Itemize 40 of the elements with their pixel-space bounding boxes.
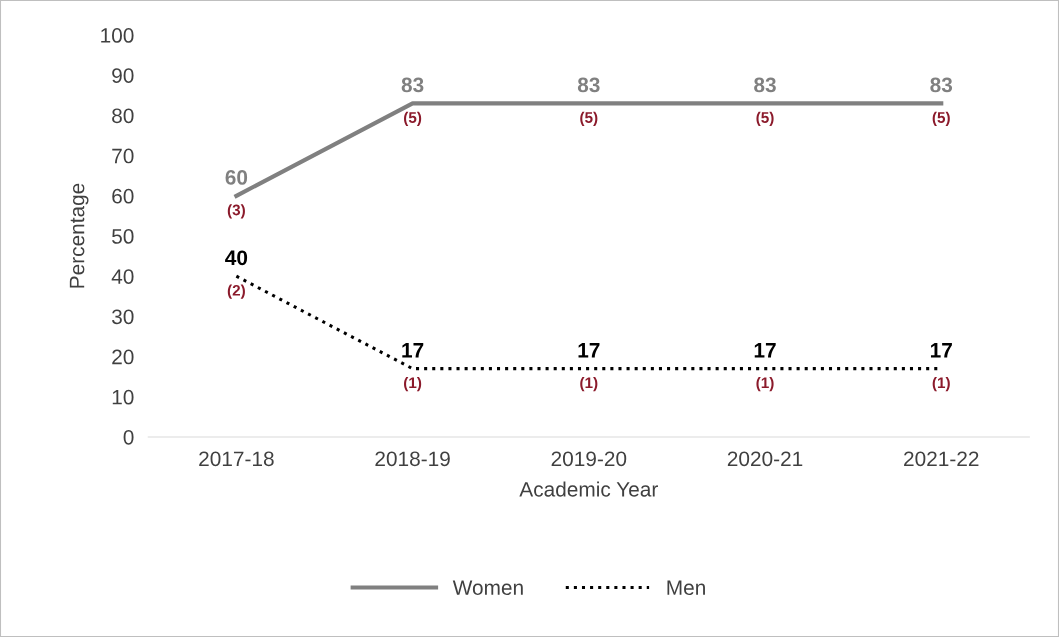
- annotation: (1): [580, 376, 598, 392]
- x-tick-label: 2020-21: [727, 451, 803, 467]
- data-label: 17: [930, 343, 952, 358]
- data-label: 60: [225, 170, 248, 185]
- data-label: 83: [930, 77, 953, 93]
- x-tick-label: 2018-19: [375, 451, 450, 467]
- y-axis-title: Percentage: [69, 183, 89, 288]
- data-label: 83: [577, 77, 600, 93]
- data-label: 83: [754, 77, 776, 93]
- annotation: (5): [404, 111, 422, 126]
- annotation: (5): [932, 111, 950, 126]
- y-tick-label: 60: [112, 188, 134, 204]
- annotation: (1): [932, 376, 950, 392]
- data-label: 17: [402, 343, 424, 358]
- x-tick-label: 2017-18: [199, 451, 274, 467]
- data-label: 83: [401, 77, 424, 93]
- legend-label: Men: [667, 580, 705, 596]
- y-tick-label: 10: [112, 389, 134, 405]
- x-axis-title: Academic Year: [519, 481, 658, 497]
- data-label: 17: [754, 343, 776, 358]
- annotation: (1): [756, 376, 774, 392]
- legend-label: Women: [452, 580, 523, 596]
- y-tick-label: 20: [112, 349, 134, 365]
- y-tick-label: 90: [112, 68, 134, 83]
- y-tick-label: 100: [101, 28, 134, 43]
- annotation: (2): [227, 284, 245, 299]
- x-tick-label: 2021-22: [904, 451, 979, 467]
- data-label: 17: [578, 343, 600, 358]
- annotation: (1): [404, 376, 422, 392]
- y-tick-label: 70: [112, 148, 134, 164]
- data-label: 40: [225, 250, 248, 266]
- annotation: (5): [580, 111, 598, 126]
- y-tick-label: 80: [112, 108, 134, 124]
- y-tick-label: 40: [111, 269, 134, 284]
- y-tick-label: 0: [123, 429, 134, 445]
- y-tick-label: 30: [111, 309, 134, 325]
- annotation: (5): [756, 111, 774, 126]
- x-tick-label: 2019-20: [551, 451, 627, 467]
- y-tick-label: 50: [112, 229, 134, 244]
- annotation: (3): [227, 204, 245, 219]
